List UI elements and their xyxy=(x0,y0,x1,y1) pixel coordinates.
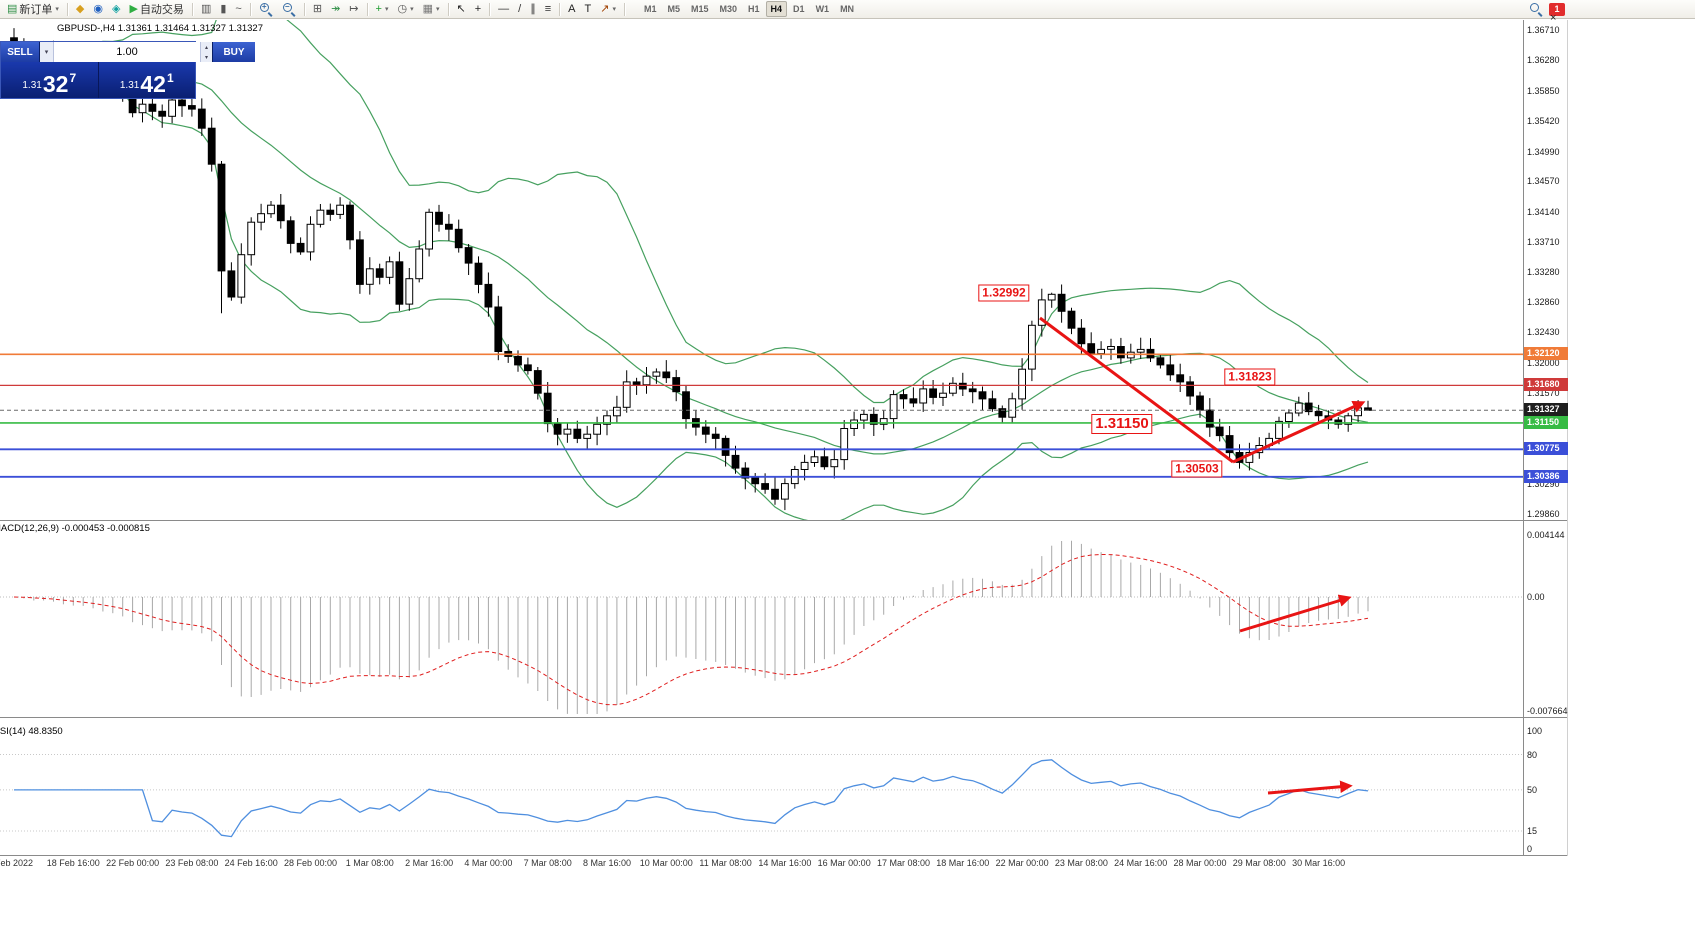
macd-indicator-label: MACD(12,26,9) -0.000453 -0.000815 xyxy=(0,523,150,534)
timeframe-button-d1[interactable]: D1 xyxy=(793,4,805,14)
horizontal-line-icon[interactable]: — xyxy=(498,2,510,15)
channel-icon[interactable]: ∥ xyxy=(530,2,536,15)
timeframe-button-w1[interactable]: W1 xyxy=(815,4,830,14)
trendline-icon[interactable]: / xyxy=(518,2,522,15)
text-label-icon[interactable]: T xyxy=(584,2,592,15)
toolbar-separator xyxy=(303,2,305,16)
toolbar-right-cluster: 1 xyxy=(1529,2,1565,16)
buy-price[interactable]: 1.31 42 1 xyxy=(99,62,196,98)
timeframe-button-m1[interactable]: M1 xyxy=(643,4,657,14)
auto-trading-button[interactable]: ▶ 自动交易 xyxy=(129,2,184,16)
chart-shift-icon[interactable]: ↦ xyxy=(349,2,359,15)
zoom-in-icon[interactable]: + xyxy=(255,0,277,18)
sell-price[interactable]: 1.31 32 7 xyxy=(1,62,98,98)
one-click-trading-panel: SELL ▾ ▴ ▾ BUY 1.31 32 7 1.31 42 1 xyxy=(0,41,255,99)
toolbar-separator xyxy=(191,2,193,16)
notification-badge[interactable]: 1 xyxy=(1549,2,1565,16)
sell-price-prefix: 1.31 xyxy=(22,80,42,91)
new-order-button[interactable]: ▤ 新订单 ▾ xyxy=(7,2,59,16)
toolbar-separator xyxy=(489,2,491,16)
trade-panel-divider xyxy=(97,62,99,98)
timeframe-button-h1[interactable]: H1 xyxy=(748,4,760,14)
periods-button[interactable]: ◷ ▾ xyxy=(397,2,414,15)
chart-title: GBPUSD-,H4 1.31361 1.31464 1.31327 1.313… xyxy=(57,23,263,34)
sell-price-fraction: 7 xyxy=(69,71,77,85)
candlestick-chart-icon[interactable]: ▮ xyxy=(220,2,227,15)
toolbar-separator xyxy=(559,2,561,16)
toolbar-separator xyxy=(447,2,449,16)
timeframe-group: M1 M5 M15 M30 H1 H4 D1 W1 MN xyxy=(639,1,859,17)
timeframe-button-m15[interactable]: M15 xyxy=(690,4,709,14)
crosshair-icon[interactable]: + xyxy=(474,2,482,15)
buy-price-pips: 42 xyxy=(140,71,166,97)
volume-preset-dropdown[interactable]: ▾ xyxy=(40,42,54,62)
data-window-icon[interactable]: ◉ xyxy=(93,2,103,15)
strategy-tester-icon[interactable]: ◈ xyxy=(112,2,121,15)
volume-increase-button[interactable]: ▴ xyxy=(200,42,212,52)
arrows-icon[interactable]: ↗ ▾ xyxy=(600,2,616,15)
fibonacci-icon[interactable]: ≡ xyxy=(544,2,552,15)
buy-price-prefix: 1.31 xyxy=(119,80,140,91)
buy-price-fraction: 1 xyxy=(166,71,174,85)
bar-chart-icon[interactable]: ▥ xyxy=(200,2,212,15)
volume-decrease-button[interactable]: ▾ xyxy=(200,52,212,62)
buy-button[interactable]: BUY xyxy=(212,42,255,62)
volume-stepper: ▴ ▾ xyxy=(200,42,212,62)
sell-button[interactable]: SELL xyxy=(1,42,40,62)
toolbar-separator xyxy=(623,2,625,16)
cursor-icon[interactable]: ↖ xyxy=(456,2,466,15)
toolbar-separator xyxy=(366,2,368,16)
indicators-button[interactable]: + ▾ xyxy=(375,2,389,15)
search-icon[interactable] xyxy=(1529,2,1543,16)
text-icon[interactable]: A xyxy=(568,2,576,15)
market-watch-icon[interactable]: ◆ xyxy=(75,2,85,15)
volume-input[interactable] xyxy=(54,42,200,62)
toolbar-separator xyxy=(249,2,251,16)
timeframe-button-mn[interactable]: MN xyxy=(840,4,855,14)
auto-scroll-icon[interactable]: ↠ xyxy=(331,2,341,15)
timeframe-button-h4[interactable]: H4 xyxy=(765,1,788,17)
timeframe-button-m5[interactable]: M5 xyxy=(667,4,680,14)
tile-windows-icon[interactable]: ⊞ xyxy=(312,2,323,15)
sell-price-pips: 32 xyxy=(42,71,69,97)
toolbar-separator xyxy=(66,2,68,16)
main-toolbar: ▤ 新订单 ▾ ◆ ◉ ◈ ▶ 自动交易 ▥ ▮ ~ + − ⊞ ↠ ↦ + ▾ ◷ ▾ ▦ ▾ ↖ + — / ∥ ≡ A T ↗ ▾ M1 M… xyxy=(0,0,1695,19)
zoom-out-icon[interactable]: − xyxy=(278,0,300,18)
line-chart-icon[interactable]: ~ xyxy=(235,2,242,15)
rsi-indicator-label: RSI(14) 48.8350 xyxy=(0,726,63,737)
timeframe-button-m30[interactable]: M30 xyxy=(719,4,738,14)
templates-button[interactable]: ▦ ▾ xyxy=(422,2,440,15)
chart-close-button[interactable]: × xyxy=(1550,12,1557,24)
